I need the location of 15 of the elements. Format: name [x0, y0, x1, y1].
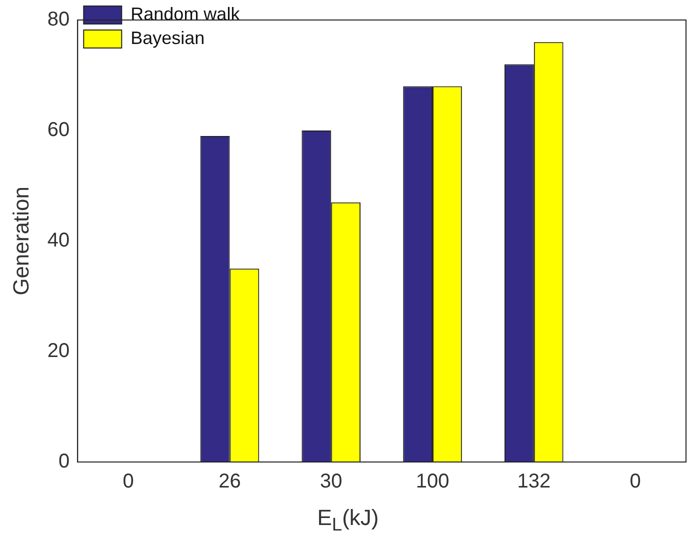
y-axis-title: Generation	[8, 186, 34, 296]
y-tick-label: 20	[47, 340, 70, 362]
x-axis-title: E$_{L}$(kJ)	[316, 505, 380, 536]
y-tick-label: 60	[47, 119, 70, 142]
y-tick-label: 40	[47, 230, 70, 252]
legend-label: Bayesian	[130, 28, 205, 48]
x-tick-label: 0	[630, 470, 641, 493]
y-tick-label: 0	[58, 450, 70, 473]
x-tick-label: 26	[218, 470, 241, 493]
x-tick-label: 30	[320, 470, 342, 493]
x-tick-label: 132	[517, 470, 551, 493]
x-tick-label: 100	[416, 470, 450, 493]
x-tick-label: 0	[122, 470, 134, 493]
y-tick-label: 80	[47, 8, 70, 31]
legend-label: Random walk	[130, 4, 241, 24]
